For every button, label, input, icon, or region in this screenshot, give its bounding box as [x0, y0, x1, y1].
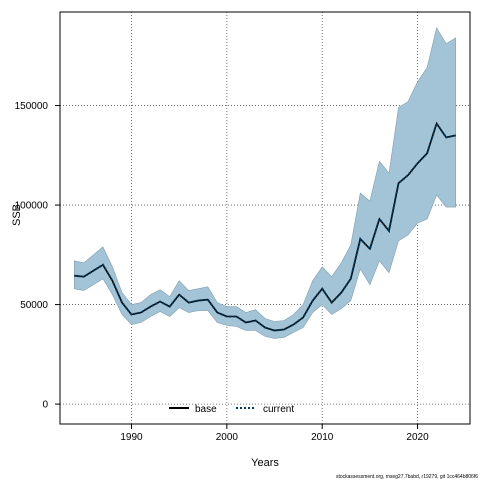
grid-lines [60, 12, 470, 424]
legend: base current [169, 404, 294, 415]
y-tick-label: 150000 [15, 101, 49, 112]
plot-frame [59, 11, 471, 425]
y-axis-title: SSB [11, 204, 23, 226]
x-axis: 1990 2000 2010 2020 [120, 424, 429, 443]
x-tick-label: 2010 [311, 432, 334, 443]
x-tick-label: 2000 [216, 432, 239, 443]
y-tick-label: 100000 [15, 201, 49, 212]
legend-label-current: current [263, 404, 294, 415]
legend-label-base: base [195, 404, 217, 415]
x-tick-label: 1990 [120, 432, 143, 443]
y-tick-label: 50000 [20, 300, 48, 311]
y-axis: 0 50000 100000 150000 [15, 101, 60, 411]
x-axis-title: Years [251, 457, 279, 469]
footer-text: stockassessment.org, mseg27.7babd, r1927… [336, 474, 478, 480]
y-tick-label: 0 [42, 400, 48, 411]
series-line-current [74, 121, 456, 332]
confidence-band [74, 27, 456, 339]
x-tick-label: 2020 [406, 432, 429, 443]
